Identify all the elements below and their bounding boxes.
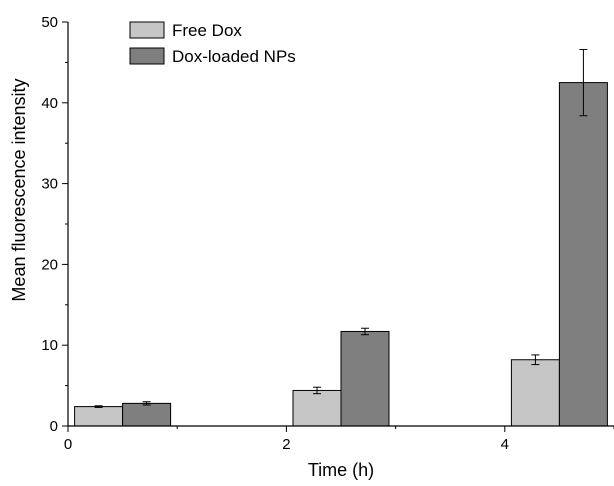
bar-free-dox-0	[75, 407, 123, 426]
legend: Free Dox Dox-loaded NPs	[130, 21, 296, 66]
y-tick-label-2: 20	[41, 256, 58, 273]
y-tick-label-3: 30	[41, 176, 58, 193]
x-tick-label-1: 2	[282, 436, 290, 453]
y-tick-label-1: 10	[41, 337, 58, 354]
y-axis-title: Mean fluorescence intensity	[9, 78, 29, 301]
plot-area	[75, 49, 608, 426]
legend-label-1: Dox-loaded NPs	[172, 47, 296, 66]
bar-free-dox-2	[511, 360, 559, 426]
x-tick-label-0: 0	[64, 436, 72, 453]
y-tick-label-4: 40	[41, 95, 58, 112]
legend-swatch-1	[130, 48, 164, 64]
x-tick-label-2: 4	[501, 436, 509, 453]
bar-dox-loaded-nps-1	[341, 331, 389, 426]
x-axis-title: Time (h)	[308, 460, 374, 480]
bar-free-dox-1	[293, 390, 341, 426]
legend-label-0: Free Dox	[172, 21, 242, 40]
bar-dox-loaded-nps-0	[123, 403, 171, 426]
y-tick-label-5: 50	[41, 14, 58, 31]
y-tick-label-0: 0	[50, 418, 58, 435]
bar-dox-loaded-nps-2	[559, 83, 607, 426]
legend-swatch-0	[130, 22, 164, 38]
